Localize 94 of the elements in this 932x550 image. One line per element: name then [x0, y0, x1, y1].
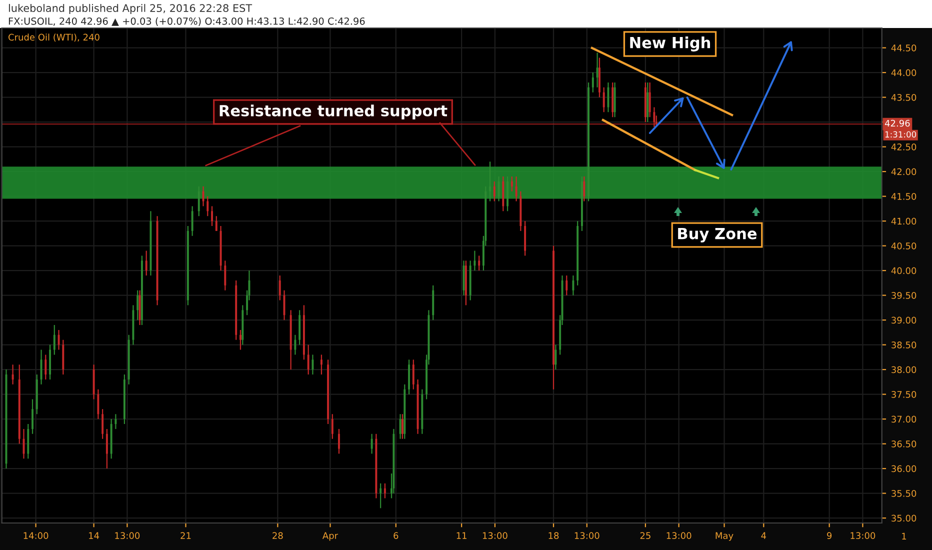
candlestick — [596, 52, 598, 88]
candlestick — [49, 344, 52, 380]
x-tick-label: 6 — [394, 532, 398, 540]
y-tick-label: 38.50 — [892, 342, 916, 348]
candlestick — [294, 334, 296, 356]
y-tick-label: 41.00 — [891, 218, 916, 225]
candlestick — [602, 86, 605, 113]
candlestick — [114, 414, 117, 430]
candlestick — [554, 344, 557, 370]
candlestick — [145, 250, 148, 276]
y-tick-label: 39.50 — [892, 292, 916, 299]
chart-title: lukeboland published April 25, 2016 22:28 EST — [8, 4, 252, 14]
y-tick-label: 38.00 — [892, 366, 916, 374]
annotation: Resistance turned support — [220, 104, 448, 120]
candlestick — [380, 482, 382, 509]
y-tick-label: 36.00 — [892, 465, 916, 472]
candlestick — [53, 324, 56, 356]
candlestick — [136, 290, 139, 321]
y-tick-label: 42.50 — [891, 144, 916, 150]
candlestick — [191, 206, 194, 236]
x-tick-label: May — [716, 532, 734, 541]
candlestick — [224, 260, 226, 291]
candlestick — [338, 428, 340, 454]
candlestick — [384, 482, 386, 499]
candlestick — [102, 408, 104, 440]
candlestick — [58, 329, 60, 350]
y-tick-label: 37.00 — [892, 416, 916, 423]
candlestick — [370, 433, 373, 454]
x-tick-label: 28 — [272, 532, 283, 540]
candlestick — [97, 388, 100, 420]
candlestick — [572, 274, 574, 296]
x-tick-label: 14 — [89, 532, 100, 539]
x-tick-label: 13:00 — [574, 532, 600, 540]
candlestick — [566, 274, 568, 296]
candlestick — [278, 274, 281, 301]
candlestick — [412, 359, 414, 390]
candlestick — [40, 349, 42, 385]
y-tick-label: 43.50 — [891, 94, 916, 101]
x-tick-label: 4 — [761, 532, 766, 539]
candlestick — [211, 206, 213, 227]
candlestick — [320, 354, 322, 376]
x-tick-label: 14:00 — [24, 532, 48, 540]
y-tick-label: 35.50 — [892, 490, 916, 497]
x-tick-label: 13:00 — [666, 532, 692, 540]
y-tick-label: 42.00 — [891, 168, 916, 176]
y-tick-label: 35.00 — [892, 514, 916, 522]
candlestick — [510, 176, 513, 192]
x-tick-label: Apr — [322, 532, 338, 541]
candlestick — [493, 180, 496, 202]
candlestick — [515, 176, 518, 202]
text: 1 — [902, 532, 906, 540]
candlestick — [44, 354, 47, 380]
x-tick-label: 13:00 — [482, 532, 508, 540]
x-tick-label: 13:00 — [850, 532, 876, 540]
text: 1:31:00 — [885, 131, 916, 138]
annotation: Buy Zone — [678, 228, 757, 242]
candlestick — [331, 414, 334, 440]
candlestick — [239, 329, 242, 350]
candlestick — [583, 176, 586, 202]
x-tick-label: 18 — [548, 532, 559, 540]
annotation: Crude Oil (WTI), 240 — [8, 34, 100, 42]
candlestick — [592, 72, 594, 93]
candlestick — [598, 57, 600, 98]
candlestick — [474, 250, 476, 272]
candlestick — [215, 216, 218, 232]
candlestick — [106, 428, 108, 470]
y-tick-label: 44.50 — [891, 44, 916, 52]
y-tick-label: 44.00 — [891, 69, 916, 76]
x-tick-label: 25 — [640, 532, 650, 540]
candlestick — [607, 82, 610, 113]
y-tick-label: 41.50 — [891, 193, 916, 200]
candlestick — [198, 186, 200, 217]
x-tick-label: 21 — [180, 532, 191, 539]
candlestick — [312, 354, 314, 376]
y-tick-label: 36.50 — [892, 440, 916, 448]
ref-line-label: 42.96 — [884, 120, 910, 127]
chart-subtitle: FX:USOIL, 240 42.96 ▲ +0.03 (+0.07%) O:43.00 H:43.13 L:42.90 C:42.96 — [8, 17, 365, 26]
x-tick-label: 13:00 — [115, 532, 140, 540]
candlestick — [401, 414, 404, 440]
candlestick — [206, 196, 209, 217]
candlestick — [648, 82, 651, 118]
candlestick — [653, 106, 656, 128]
candlestick — [12, 364, 14, 385]
y-tick-label: 40.00 — [891, 267, 916, 274]
candlestick — [399, 414, 402, 440]
y-tick-label: 37.50 — [892, 391, 916, 398]
x-tick-label: 9 — [827, 532, 832, 540]
y-tick-label: 39.00 — [892, 316, 916, 324]
annotation: New High — [630, 36, 710, 52]
candlestick — [478, 255, 480, 272]
x-tick-label: 11 — [456, 532, 466, 539]
y-tick-label: 40.50 — [891, 242, 916, 250]
candlestick — [32, 398, 34, 434]
candlestick — [307, 344, 310, 376]
